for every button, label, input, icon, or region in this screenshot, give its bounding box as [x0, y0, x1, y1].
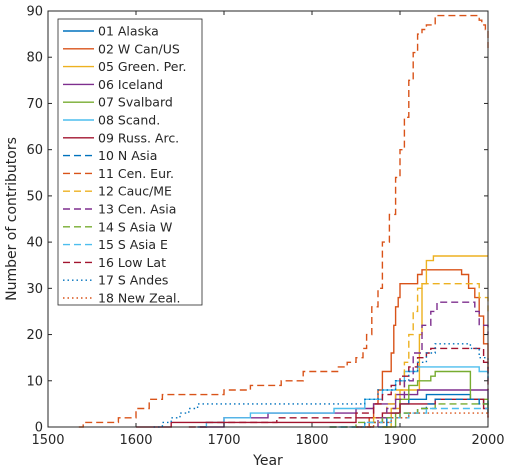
legend-label: 09 Russ. Arc.: [98, 130, 179, 145]
legend-label: 16 Low Lat: [98, 255, 166, 270]
legend-label: 07 Svalbard: [98, 95, 173, 110]
series-line-10: [356, 301, 489, 428]
y-tick-label: 10: [26, 374, 43, 389]
legend-label: 10 N Asia: [98, 148, 157, 163]
legend-label: 14 S Asia W: [98, 219, 172, 234]
y-tick-label: 70: [26, 97, 43, 112]
plot-frame: [47, 10, 489, 428]
legend-label: 02 W Can/US: [98, 41, 180, 56]
tick-layer: 1500 1600 1700 1800 1900 2000 0 10 20 30 40 50 60 70 8…: [26, 5, 504, 449]
y-tick-label: 90: [26, 5, 43, 20]
legend-label: 06 Iceland: [98, 77, 163, 92]
legend-label: 12 Cauc/ME: [98, 184, 172, 199]
y-tick-label: 0: [35, 421, 43, 436]
series-line-14: [153, 343, 489, 428]
legend-label: 13 Cen. Asia: [98, 202, 176, 217]
y-tick-label: 20: [26, 328, 43, 343]
legend-label: 18 New Zeal.: [98, 291, 180, 306]
legend-label: 15 S Asia E: [98, 237, 168, 252]
x-tick-label: 2000: [471, 433, 504, 448]
legend-label: 05 Green. Per.: [98, 59, 186, 74]
series-line-8: [78, 14, 489, 428]
x-tick-label: 1800: [295, 433, 328, 448]
y-tick-label: 50: [26, 189, 43, 204]
y-tick-label: 80: [26, 51, 43, 66]
legend: 01 Alaska 02 W Can/US 05 Green. Per. 06 Ice…: [57, 18, 203, 306]
y-tick-label: 30: [26, 282, 43, 297]
legend-label: 01 Alaska: [98, 24, 159, 39]
legend-label: 08 Scand.: [98, 113, 160, 128]
x-axis-label: Year: [252, 453, 283, 469]
y-tick-label: 40: [26, 236, 43, 251]
y-axis-label: Number of contributors: [4, 137, 20, 301]
x-tick-label: 1500: [31, 433, 64, 448]
x-tick-label: 1700: [207, 433, 240, 448]
series-layer: [78, 14, 489, 428]
legend-label: 17 S Andes: [98, 273, 168, 288]
legend-label: 11 Cen. Eur.: [98, 166, 174, 181]
y-tick-label: 60: [26, 143, 43, 158]
x-tick-label: 1600: [119, 433, 152, 448]
series-line-11: [329, 403, 489, 428]
x-tick-label: 1900: [383, 433, 416, 448]
